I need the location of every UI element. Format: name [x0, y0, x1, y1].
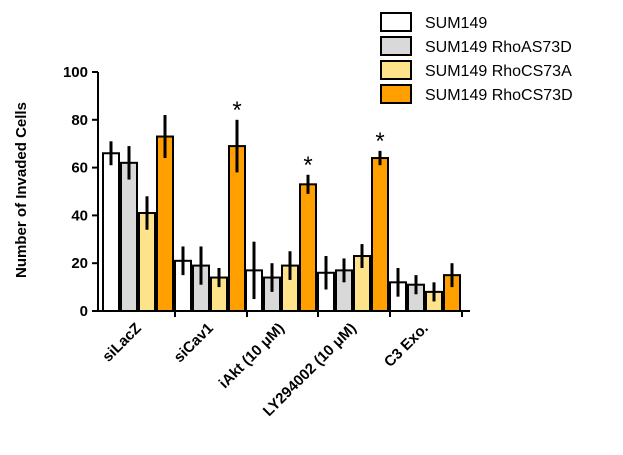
bars-group: * * * — [102, 97, 461, 313]
legend-swatch — [380, 36, 412, 56]
y-tick-label: 60 — [71, 160, 88, 177]
y-axis: 0 20 40 60 80 100 — [63, 64, 99, 320]
x-tick-label: siCav1 — [171, 320, 217, 366]
bar-4-4 — [371, 157, 389, 312]
bar-4-3 — [299, 183, 317, 312]
legend-label: SUM149 — [425, 15, 487, 32]
bar-2-1 — [120, 161, 138, 312]
y-tick-label: 100 — [63, 64, 88, 81]
legend: SUM149 SUM149 RhoAS73D SUM149 RhoCS73A SUM1… — [380, 12, 573, 104]
significance-star: * — [375, 128, 384, 155]
y-tick-label: 20 — [71, 255, 88, 272]
x-tick-label: iAkt (10 μM) — [216, 320, 288, 392]
y-tick-label: 0 — [80, 303, 88, 320]
significance-star: * — [232, 97, 241, 124]
legend-label: SUM149 RhoCS73A — [425, 63, 572, 80]
y-tick-label: 40 — [71, 207, 88, 224]
legend-swatch — [380, 12, 412, 32]
y-tick-label: 80 — [71, 112, 88, 129]
bar-4-1 — [156, 135, 174, 312]
legend-label: SUM149 RhoAS73D — [425, 39, 572, 56]
x-tick-label: siLacZ — [99, 320, 145, 366]
bar-1-1 — [102, 152, 120, 312]
legend-swatch — [380, 84, 412, 104]
x-tick-label: C3 Exo. — [381, 320, 432, 371]
legend-label: SUM149 RhoCS73D — [425, 87, 573, 104]
significance-star: * — [303, 152, 312, 179]
y-axis-label: Number of Invaded Cells — [13, 102, 30, 278]
legend-swatch — [380, 60, 412, 80]
